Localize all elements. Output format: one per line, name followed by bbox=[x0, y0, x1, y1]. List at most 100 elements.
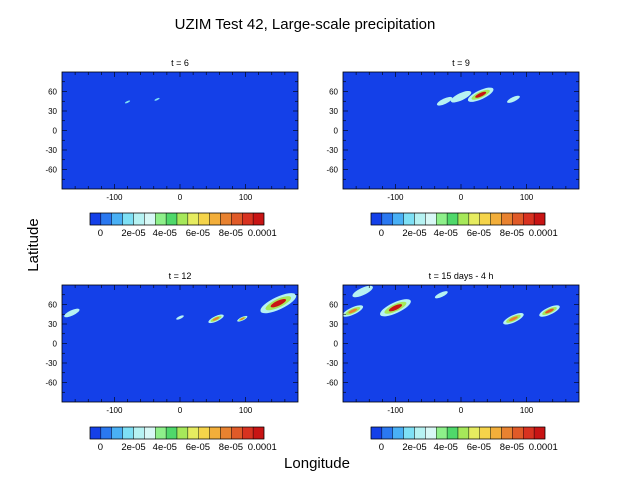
field-background bbox=[343, 285, 579, 402]
colorbar-swatch bbox=[144, 426, 156, 440]
colorbar-swatch bbox=[111, 212, 123, 226]
colorbar-swatch bbox=[122, 426, 134, 440]
colorbar-swatch bbox=[187, 426, 199, 440]
colorbar-swatch bbox=[436, 212, 448, 226]
colorbar-swatch bbox=[501, 426, 513, 440]
colorbar-swatch bbox=[198, 212, 210, 226]
x-tick-label: 0 bbox=[178, 406, 183, 415]
colorbar-swatch bbox=[523, 426, 535, 440]
panel-4: t = 15 days - 4 h -100 0 100 60 30 0 -30 -60 0 2e-… bbox=[326, 271, 580, 453]
y-tick-label: -60 bbox=[326, 166, 338, 175]
precip-feature bbox=[434, 291, 448, 299]
colorbar-label: 2e-05 bbox=[402, 228, 426, 239]
colorbar: 0 2e-05 4e-05 6e-05 8e-05 0.0001 bbox=[89, 212, 277, 239]
colorbar-swatch bbox=[89, 212, 102, 226]
precip-feature-peak bbox=[509, 316, 518, 322]
colorbar-swatch bbox=[523, 212, 535, 226]
colorbar-swatch bbox=[501, 212, 513, 226]
y-tick-label: 0 bbox=[334, 127, 339, 136]
precip-feature-peak bbox=[270, 298, 287, 308]
colorbar-label: 8e-05 bbox=[500, 442, 524, 453]
colorbar-swatch bbox=[231, 212, 243, 226]
colorbar-swatch bbox=[155, 426, 167, 440]
colorbar-swatch bbox=[479, 212, 491, 226]
y-tick-label: 0 bbox=[334, 340, 339, 349]
colorbar-label: 0 bbox=[379, 442, 384, 453]
colorbar-label: 4e-05 bbox=[153, 228, 177, 239]
colorbar-swatch bbox=[512, 426, 524, 440]
y-axis-label: Latitude bbox=[25, 218, 42, 271]
colorbar-swatch bbox=[242, 212, 254, 226]
y-tick-label: 30 bbox=[329, 320, 338, 329]
x-tick-label: -100 bbox=[106, 193, 123, 202]
panel-3: t = 12 -100 0 100 60 30 0 -30 -60 0 2e-05 4e-05 6e-0… bbox=[45, 271, 299, 453]
y-tick-label: -60 bbox=[326, 379, 338, 388]
y-tick-label: 0 bbox=[53, 340, 58, 349]
panel-2: t = 9 -100 0 100 60 30 0 -30 -60 0 2e-05 4e-05 6e-05… bbox=[326, 58, 580, 239]
colorbar-swatch bbox=[490, 426, 502, 440]
panel-1: t = 6 -100 0 100 60 30 0 -30 -60 0 2e-05 4e-05 6e-05… bbox=[45, 58, 299, 239]
colorbar-swatch bbox=[403, 212, 415, 226]
colorbar-swatch bbox=[165, 426, 178, 440]
colorbar-frame bbox=[370, 212, 546, 226]
panel-subtitle: t = 15 days - 4 h bbox=[429, 271, 494, 281]
colorbar-frame bbox=[89, 426, 265, 440]
colorbar-label: 0.0001 bbox=[248, 442, 277, 453]
y-tick-label: -60 bbox=[45, 379, 57, 388]
colorbar-swatch bbox=[133, 426, 145, 440]
panel-subtitle: t = 9 bbox=[452, 58, 470, 68]
colorbar-swatch bbox=[446, 426, 459, 440]
colorbar-swatch bbox=[446, 212, 459, 226]
y-tick-label: -30 bbox=[326, 359, 338, 368]
panel-subtitle: t = 12 bbox=[169, 271, 192, 281]
y-tick-label: 0 bbox=[53, 127, 58, 136]
chart-title: UZIM Test 42, Large-scale precipitation bbox=[175, 16, 436, 33]
colorbar-swatch bbox=[425, 212, 437, 226]
precip-feature-peak bbox=[212, 316, 220, 321]
field-background bbox=[343, 72, 579, 189]
precip-feature-peak bbox=[240, 317, 245, 321]
colorbar-frame bbox=[370, 426, 546, 440]
colorbar-swatch bbox=[111, 426, 123, 440]
colorbar-swatch bbox=[370, 212, 383, 226]
colorbar-label: 2e-05 bbox=[121, 442, 145, 453]
colorbar-swatch bbox=[479, 426, 491, 440]
y-tick-label: 60 bbox=[48, 301, 57, 310]
colorbar-swatch bbox=[209, 426, 221, 440]
y-tick-label: 60 bbox=[329, 301, 338, 310]
y-tick-label: -30 bbox=[45, 359, 57, 368]
colorbar-label: 8e-05 bbox=[500, 228, 524, 239]
y-tick-label: 60 bbox=[48, 88, 57, 97]
precip-feature-peak bbox=[388, 304, 403, 312]
colorbar-swatch bbox=[100, 212, 112, 226]
colorbar-swatch bbox=[220, 212, 232, 226]
x-tick-label: 0 bbox=[459, 193, 464, 202]
x-tick-label: 100 bbox=[239, 406, 253, 415]
colorbar-swatch bbox=[209, 212, 221, 226]
precip-feature bbox=[436, 96, 453, 106]
colorbar-swatch bbox=[242, 426, 254, 440]
colorbar-swatch bbox=[231, 426, 243, 440]
x-tick-label: 0 bbox=[459, 406, 464, 415]
colorbar-swatch bbox=[468, 212, 480, 226]
colorbar-label: 0 bbox=[98, 228, 103, 239]
colorbar-label: 8e-05 bbox=[219, 228, 243, 239]
colorbar-label: 6e-05 bbox=[186, 442, 210, 453]
colorbar: 0 2e-05 4e-05 6e-05 8e-05 0.0001 bbox=[89, 426, 277, 453]
colorbar-swatch bbox=[381, 426, 393, 440]
colorbar-label: 6e-05 bbox=[467, 228, 491, 239]
colorbar-label: 6e-05 bbox=[186, 228, 210, 239]
colorbar-frame bbox=[89, 212, 265, 226]
precip-feature-peak bbox=[545, 308, 554, 314]
colorbar-swatch bbox=[457, 212, 470, 226]
colorbar-swatch bbox=[122, 212, 134, 226]
x-tick-label: 100 bbox=[520, 406, 534, 415]
precip-feature bbox=[154, 97, 160, 101]
colorbar-label: 6e-05 bbox=[467, 442, 491, 453]
y-tick-label: -60 bbox=[45, 166, 57, 175]
colorbar-swatch bbox=[392, 212, 404, 226]
colorbar-swatch bbox=[252, 212, 265, 226]
colorbar-swatch bbox=[370, 426, 383, 440]
colorbar-swatch bbox=[468, 426, 480, 440]
